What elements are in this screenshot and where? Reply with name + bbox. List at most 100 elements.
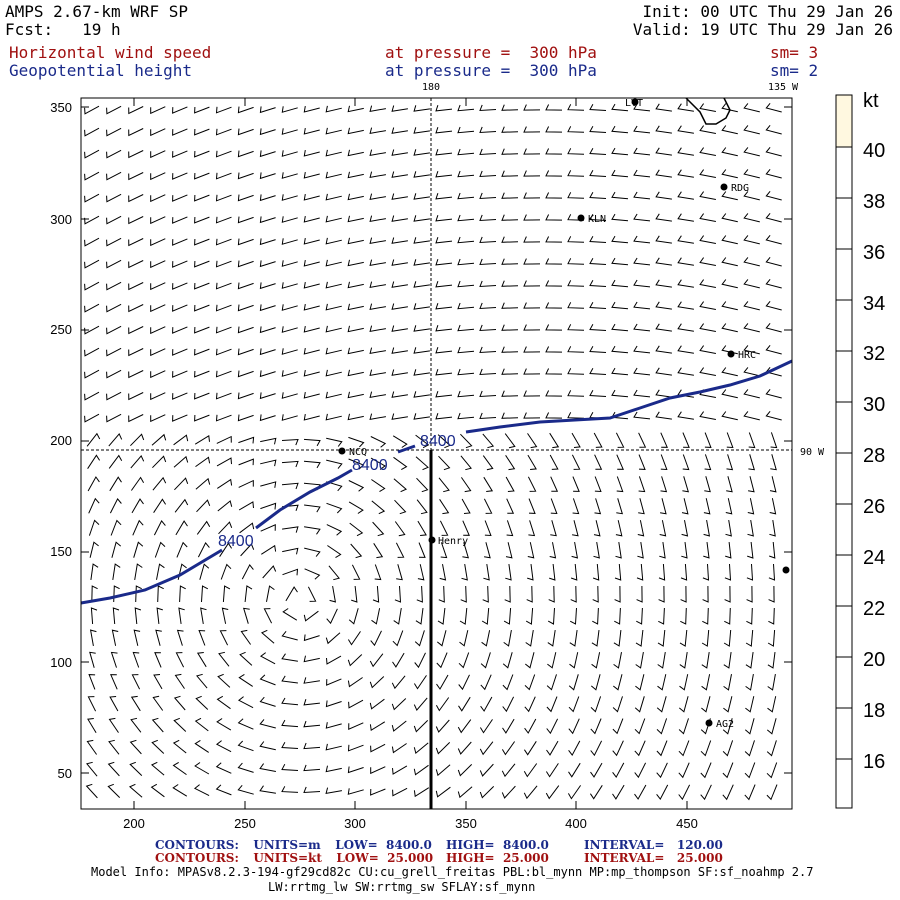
wind-barb	[304, 547, 321, 557]
wind-barb	[657, 629, 666, 647]
wind-barb	[721, 213, 738, 223]
wind-barb	[527, 542, 535, 559]
wind-barb	[768, 563, 776, 581]
wind-barb	[84, 347, 100, 357]
wind-barb	[326, 608, 338, 625]
wind-barb	[479, 741, 494, 756]
wind-barb	[457, 148, 475, 156]
wind-barb	[281, 482, 299, 490]
wind-barb	[281, 438, 299, 446]
colorbar-label: 34	[863, 293, 885, 315]
colorbar-label: 30	[863, 394, 885, 416]
wind-barb	[303, 699, 320, 706]
wind-barb	[237, 194, 254, 202]
wind-barb	[746, 607, 753, 625]
wind-barb	[612, 784, 625, 800]
wind-barb	[347, 215, 364, 223]
wind-barb	[391, 281, 408, 288]
wind-barb	[216, 718, 232, 731]
wind-barb	[87, 718, 97, 734]
contour-info-interval: INTERVAL= 120.00	[584, 838, 723, 852]
wind-barb	[481, 607, 490, 625]
wind-barb	[460, 455, 472, 471]
wind-barb	[194, 172, 210, 180]
wind-barb	[347, 171, 364, 179]
wind-barb	[435, 193, 453, 200]
wind-barb	[109, 696, 119, 712]
wind-barb	[216, 435, 232, 444]
wind-barb	[746, 563, 754, 581]
wind-barb	[325, 215, 342, 223]
wind-barb	[259, 150, 276, 158]
wind-barb	[546, 674, 557, 691]
wind-barb	[348, 501, 364, 514]
wind-barb	[679, 652, 688, 669]
wind-barb	[259, 238, 276, 246]
longitude-label-90w: 90 W	[800, 447, 825, 458]
wind-barb	[501, 170, 519, 177]
wind-barb	[221, 607, 229, 624]
wind-barb	[704, 454, 712, 471]
wind-barb	[523, 368, 541, 375]
wind-barb	[215, 282, 232, 290]
wind-barb	[281, 763, 299, 771]
wind-barb	[88, 497, 100, 514]
wind-barb	[633, 367, 651, 376]
wind-barb	[128, 304, 144, 313]
wind-barb	[699, 125, 716, 134]
wind-barb	[569, 630, 578, 647]
wind-barb	[636, 607, 643, 625]
wind-barb	[369, 281, 386, 289]
wind-barb	[303, 348, 320, 355]
wind-barb	[108, 717, 119, 733]
wind-barb	[593, 520, 601, 537]
wind-barb	[172, 326, 188, 334]
wind-barb	[479, 302, 497, 310]
wind-barb	[303, 764, 321, 772]
wind-barb	[612, 718, 624, 735]
wind-barb	[176, 629, 184, 646]
wind-barb	[677, 257, 694, 266]
wind-barb	[150, 106, 166, 115]
wind-barb	[638, 454, 646, 470]
wind-barb	[219, 630, 229, 646]
wind-barb	[527, 476, 537, 492]
wind-barb	[479, 170, 497, 178]
wind-barb	[457, 741, 472, 755]
wind-barb	[567, 390, 585, 397]
contour-info-units: UNITS=kt	[253, 851, 322, 865]
wind-barb	[194, 216, 210, 224]
wind-barb	[259, 216, 276, 224]
wind-barb	[765, 278, 782, 289]
wind-barb	[502, 674, 514, 691]
wind-barb	[281, 304, 298, 311]
wind-barb	[568, 762, 581, 778]
wind-barb	[547, 630, 556, 647]
wind-barb	[391, 127, 408, 134]
wind-barb	[106, 347, 122, 357]
wind-barb	[589, 301, 607, 309]
wind-barb	[84, 193, 100, 203]
wind-barb	[281, 460, 299, 468]
contour-info-height-interval: INTERVAL= 120.00	[584, 839, 723, 852]
wind-barb	[482, 585, 489, 603]
wind-barb	[457, 786, 473, 799]
station-label: HRC	[738, 350, 756, 361]
wind-barb	[393, 478, 408, 493]
wind-barb	[172, 414, 188, 422]
wind-barb	[130, 454, 145, 469]
wind-barb	[173, 717, 187, 732]
wind-barb	[325, 413, 342, 421]
wind-barb	[589, 257, 607, 265]
wind-barb	[415, 608, 424, 625]
wind-barb	[369, 347, 386, 355]
wind-barb	[369, 653, 384, 668]
wind-barb	[87, 454, 101, 469]
contour-label: 8400	[420, 433, 456, 450]
wind-barb	[303, 150, 320, 157]
field2-level: at pressure = 300 hPa	[385, 61, 597, 80]
wind-barb	[347, 631, 361, 646]
wind-barb	[413, 215, 430, 222]
wind-barb	[237, 762, 254, 773]
wind-barb	[699, 191, 716, 200]
